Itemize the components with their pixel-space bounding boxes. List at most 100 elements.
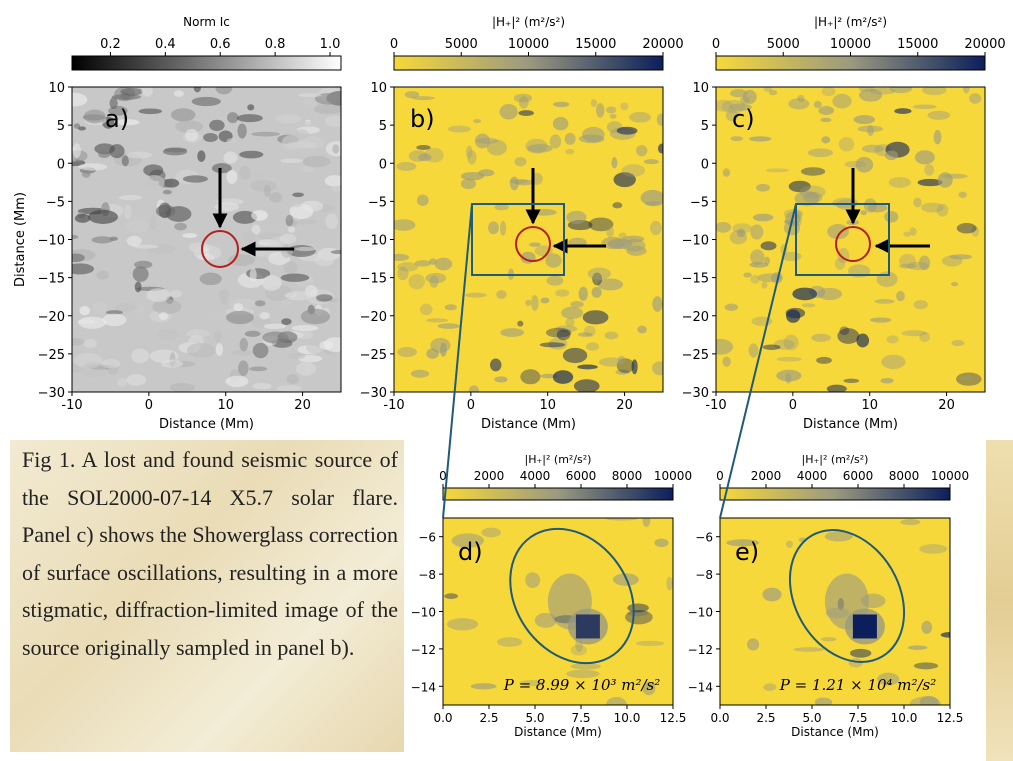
image-texture	[98, 151, 110, 158]
image-texture	[281, 318, 291, 325]
colorbar-label: |H₊|² (m²/s²)	[492, 15, 565, 29]
y-tick-label: −10	[38, 234, 65, 249]
image-texture	[127, 236, 142, 247]
image-texture	[969, 93, 981, 104]
image-texture	[532, 209, 556, 216]
y-tick-label: −10	[411, 606, 436, 620]
x-tick-label: 0	[145, 398, 153, 413]
image-texture	[185, 129, 198, 142]
image-texture	[426, 318, 448, 322]
image-texture	[197, 150, 205, 162]
image-texture	[910, 696, 941, 711]
image-texture	[784, 219, 796, 224]
image-texture	[96, 271, 109, 280]
y-tick-label: −10	[682, 234, 709, 249]
image-texture	[280, 158, 303, 163]
image-texture	[658, 144, 666, 154]
x-tick-label: 10	[861, 398, 878, 413]
image-texture	[570, 301, 584, 308]
image-texture	[215, 202, 239, 211]
image	[389, 87, 667, 396]
panel: -1001020−30−25−20−15−10−50510Distance (M…	[13, 15, 353, 432]
y-tick-label: −8	[418, 568, 436, 582]
image-texture	[288, 226, 295, 233]
image-texture	[786, 308, 806, 318]
y-tick-label: −20	[682, 310, 709, 325]
image-texture	[561, 307, 583, 319]
image-texture	[652, 296, 662, 312]
x-tick-label: 12.5	[937, 711, 964, 725]
image-texture	[262, 331, 288, 343]
image-texture	[237, 114, 263, 122]
panel-label: a)	[105, 105, 129, 133]
colorbar-tick-label: 15000	[575, 37, 616, 52]
image-texture	[853, 614, 877, 638]
image-texture	[584, 326, 596, 337]
image-texture	[183, 233, 198, 238]
x-tick-label: 10	[217, 398, 234, 413]
image-texture	[942, 255, 963, 266]
x-axis-label: Distance (Mm)	[159, 417, 254, 432]
image-texture	[73, 143, 81, 158]
image-texture	[641, 190, 665, 206]
image-texture	[296, 219, 317, 224]
image-texture	[326, 141, 347, 156]
colorbar-tick-label: 20000	[642, 37, 683, 52]
image-texture	[880, 378, 893, 383]
image-texture	[546, 328, 572, 338]
image-texture	[565, 318, 574, 327]
y-tick-label: −5	[368, 195, 387, 210]
image-texture	[488, 221, 499, 234]
y-tick-label: −20	[38, 310, 65, 325]
colorbar-tick-label: 10000	[931, 469, 969, 483]
image-texture	[147, 288, 171, 302]
image-texture	[133, 266, 149, 282]
image-texture	[215, 82, 232, 95]
image-texture	[731, 136, 743, 141]
image-texture	[325, 116, 346, 127]
image-texture	[785, 373, 791, 384]
y-axis-label: Distance (Mm)	[13, 192, 28, 287]
image-texture	[494, 204, 509, 210]
image-texture	[170, 383, 196, 392]
image-texture	[884, 211, 898, 222]
image-texture	[922, 85, 947, 95]
image-texture	[226, 138, 237, 143]
image-texture	[259, 312, 269, 319]
image-texture	[269, 192, 282, 203]
image-texture	[240, 338, 248, 352]
image-texture	[517, 321, 523, 327]
image-texture	[416, 145, 430, 150]
image-texture	[294, 129, 308, 139]
image-texture	[255, 300, 266, 306]
image-texture	[762, 588, 781, 602]
image-texture	[606, 106, 616, 113]
image-texture	[753, 214, 774, 222]
image-texture	[586, 342, 599, 350]
image-texture	[141, 84, 152, 96]
image-texture	[251, 210, 268, 221]
image-texture	[481, 528, 501, 538]
image-texture	[531, 295, 539, 311]
image-texture	[221, 296, 228, 305]
image-texture	[391, 219, 415, 231]
y-tick-label: −10	[360, 234, 387, 249]
y-tick-label: −30	[38, 386, 65, 401]
image-texture	[159, 312, 168, 320]
y-tick-label: −14	[688, 680, 713, 694]
image-texture	[854, 115, 875, 124]
image-texture	[389, 254, 409, 261]
image-texture	[610, 114, 617, 119]
image-texture	[253, 343, 269, 358]
image-texture	[93, 301, 107, 314]
image-texture	[792, 288, 817, 301]
image-texture	[525, 572, 540, 588]
image-texture	[426, 348, 439, 358]
y-tick-label: −12	[411, 643, 436, 657]
image-texture	[576, 614, 600, 638]
image-texture	[279, 234, 296, 244]
image-texture	[820, 118, 831, 122]
image-texture	[208, 313, 226, 320]
image-texture	[250, 268, 257, 282]
